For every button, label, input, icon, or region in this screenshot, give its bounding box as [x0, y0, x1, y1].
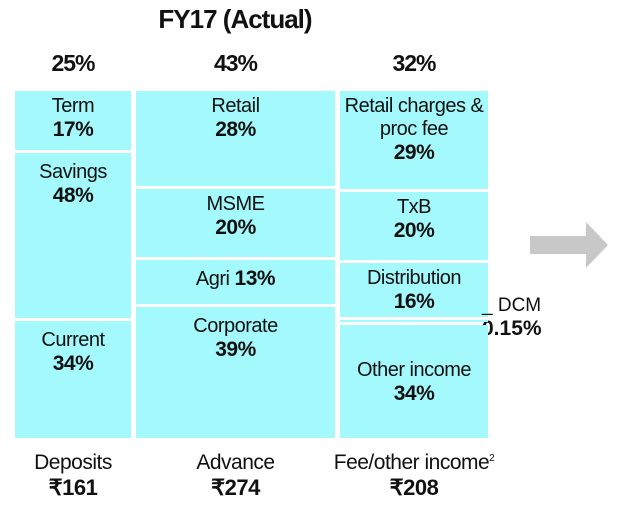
segment-value: 17%: [52, 118, 94, 141]
segment-label: Savings 48%: [15, 153, 131, 208]
segment-label: Agri 13%: [195, 267, 276, 290]
column-total: ₹274: [211, 475, 260, 501]
segment-value: 16%: [393, 290, 435, 313]
dcm-callout: _ DCM 0.15%: [482, 295, 542, 340]
segment-value: 20%: [393, 219, 435, 242]
column-footer: Fee/other income2 ₹208: [325, 450, 503, 502]
segment-value: 48%: [52, 184, 94, 207]
segment-value: 29%: [393, 141, 435, 164]
chart-title: FY17 (Actual): [158, 4, 312, 34]
arrow-right-icon: [530, 222, 608, 268]
segment-label: Corporate 39%: [136, 307, 335, 362]
segment-dcm: [340, 320, 488, 322]
segment-savings: Savings 48%: [15, 153, 131, 318]
segment-msme: MSME 20%: [136, 189, 335, 257]
segment-value: 34%: [52, 352, 94, 375]
segment-other-income: Other income 34%: [340, 325, 488, 438]
segment-label: Distribution 16%: [340, 263, 488, 314]
column-name: Fee/other income: [333, 451, 490, 474]
segment-label: Current 34%: [15, 321, 131, 376]
segment-value: 13%: [234, 267, 276, 290]
segment-txb: TxB 20%: [340, 192, 488, 260]
segment-label: Retail 28%: [136, 91, 335, 142]
segment-value: 28%: [215, 118, 256, 141]
segment-current: Current 34%: [15, 321, 131, 438]
segment-label: Other income 34%: [340, 325, 488, 406]
column-name: Deposits: [34, 451, 112, 474]
segment-corporate: Corporate 39%: [136, 307, 335, 438]
column-share-label: 25%: [51, 50, 95, 76]
segment-agri: Agri 13%: [136, 260, 335, 304]
column-share-label: 43%: [213, 50, 258, 76]
segment-value: 20%: [215, 216, 256, 239]
segment-retail-charges-proc-fee: Retail charges & proc fee 29%: [340, 91, 488, 189]
column-name: Advance: [196, 451, 275, 474]
segment-label: TxB 20%: [340, 192, 488, 243]
segment-term: Term 17%: [15, 91, 131, 150]
segment-value: 34%: [393, 382, 435, 405]
segment-label: MSME 20%: [136, 189, 335, 240]
segment-retail: Retail 28%: [136, 91, 335, 186]
segment-label: Retail charges & proc fee 29%: [340, 91, 488, 165]
column-footer: Advance ₹274: [121, 450, 350, 502]
segment-value: 39%: [215, 338, 256, 361]
segment-distribution: Distribution 16%: [340, 263, 488, 317]
column-share-label: 32%: [392, 50, 436, 76]
segment-label: Term 17%: [15, 91, 131, 142]
column-total: ₹208: [389, 475, 439, 501]
column-footer: Deposits ₹161: [0, 450, 146, 502]
column-total: ₹161: [48, 475, 98, 501]
